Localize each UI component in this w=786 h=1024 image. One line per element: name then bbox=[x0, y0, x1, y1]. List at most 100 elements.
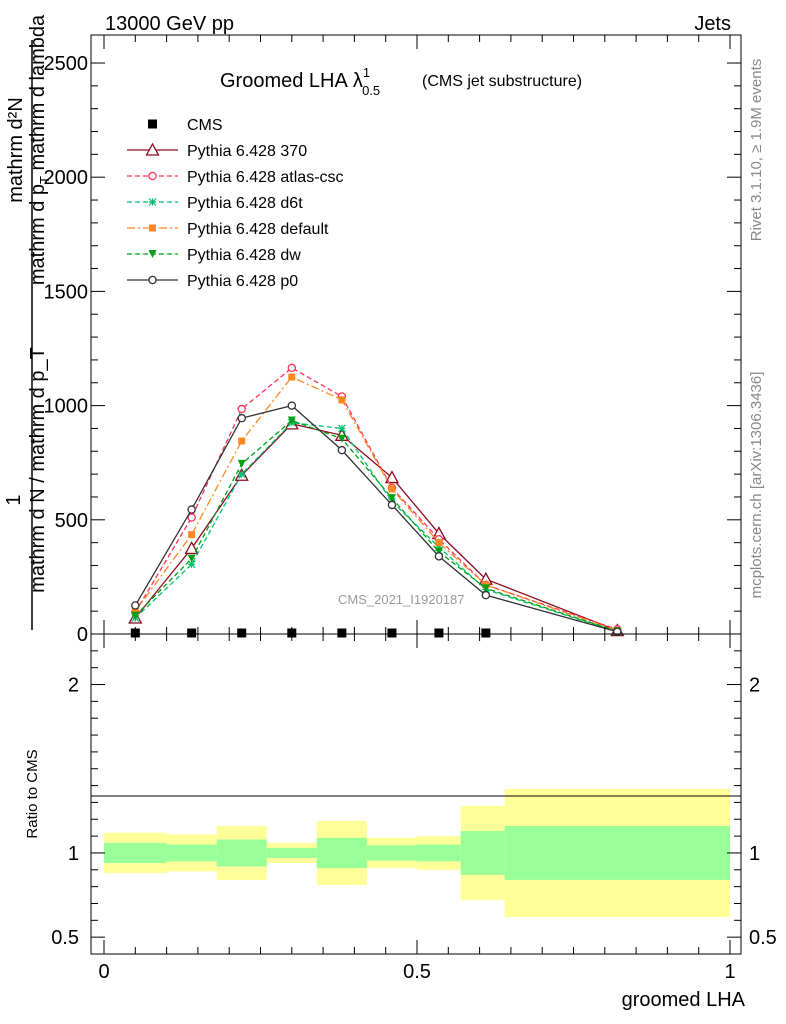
legend-marker-5 bbox=[148, 250, 157, 258]
series-4-point-1 bbox=[188, 531, 196, 539]
series-6-point-4 bbox=[337, 445, 347, 455]
series-4-point-6 bbox=[435, 539, 443, 547]
plot-title-text: Groomed LHA bbox=[220, 70, 348, 92]
y-label-numerator-sub: T bbox=[37, 176, 52, 184]
ratio-y-tick-label-left: 1 bbox=[68, 843, 79, 865]
process-label: Jets bbox=[694, 13, 731, 35]
y-tick-label: 0 bbox=[77, 624, 88, 646]
ratio-inner-band-2 bbox=[216, 839, 267, 867]
x-tick-label: 1 bbox=[724, 961, 735, 983]
y-tick-label: 2000 bbox=[44, 167, 89, 189]
series-6-point-0 bbox=[131, 601, 140, 610]
y-label-denominator: mathrm d N / mathrm d p_T bbox=[27, 347, 49, 593]
series-0-point-4 bbox=[337, 628, 347, 638]
x-tick-label: 0.5 bbox=[403, 961, 431, 983]
main-y-axis-label: 1 mathrm d²N mathrm d pT mathrm d lambda… bbox=[3, 14, 52, 630]
y-tick-label: 2500 bbox=[44, 53, 89, 75]
series-6-point-3 bbox=[287, 401, 297, 410]
series-6 bbox=[131, 401, 622, 636]
series-5-point-0 bbox=[131, 611, 140, 620]
energy-label: 13000 GeV pp bbox=[105, 13, 234, 35]
series-6-point-6 bbox=[434, 552, 444, 561]
series-4-point-3 bbox=[288, 373, 296, 381]
legend-label-6: Pythia 6.428 p0 bbox=[187, 273, 298, 290]
ratio-inner-band-0 bbox=[104, 842, 167, 864]
y-label-numerator-line1: mathrm d²N bbox=[5, 97, 27, 203]
ratio-inner-band-8 bbox=[504, 826, 730, 880]
series-line-2 bbox=[134, 367, 618, 631]
series-1-point-5 bbox=[384, 470, 400, 484]
legend-label-4: Pythia 6.428 default bbox=[187, 221, 329, 238]
y-label-numerator-dp: mathrm d p bbox=[27, 184, 49, 285]
ratio-y-tick-label-right: 1 bbox=[749, 843, 760, 865]
series-4-point-2 bbox=[238, 437, 246, 445]
series-6-point-1 bbox=[187, 505, 196, 514]
main-axis-ticks: 0 500 1000 1500 2000 2500 bbox=[44, 35, 741, 646]
y-tick-label: 1000 bbox=[44, 396, 89, 418]
ratio-y-tick-label-right: 2 bbox=[749, 675, 760, 697]
series-3-point-6 bbox=[434, 543, 443, 552]
series-3-point-4 bbox=[337, 424, 346, 433]
ratio-y-tick-label-right: 0.5 bbox=[749, 927, 777, 949]
ratio-axis-ticks: 0.5 0.5 1 1 2 2 0 0.5 1 bbox=[51, 634, 777, 983]
y-label-numerator-tail: mathrm d lambda bbox=[27, 14, 49, 176]
series-5-point-6 bbox=[434, 547, 443, 556]
mcplots-label: mcplots.cern.ch [arXiv:1306.3436] bbox=[748, 372, 765, 599]
ratio-plot-frame bbox=[90, 633, 742, 955]
series-0 bbox=[130, 628, 491, 638]
series-6-point-5 bbox=[387, 500, 397, 510]
y-tick-label: 1500 bbox=[44, 281, 89, 303]
ratio-inner-band-3 bbox=[266, 847, 317, 858]
legend-marker-6 bbox=[148, 275, 157, 285]
plot-subtitle: (CMS jet substructure) bbox=[422, 73, 582, 90]
x-axis-label: groomed LHA bbox=[622, 989, 746, 1011]
series-2-point-1 bbox=[187, 513, 196, 522]
series-2-point-2 bbox=[237, 404, 246, 414]
legend-marker-2 bbox=[148, 171, 157, 181]
analysis-watermark: CMS_2021_I1920187 bbox=[338, 592, 465, 607]
main-series bbox=[128, 363, 625, 638]
series-0-point-6 bbox=[434, 628, 444, 638]
series-2-point-3 bbox=[287, 363, 297, 373]
series-0-point-7 bbox=[481, 628, 491, 638]
series-5-point-1 bbox=[187, 554, 196, 563]
ratio-inner-band-4 bbox=[316, 837, 367, 869]
legend-marker-3 bbox=[148, 198, 157, 206]
series-5 bbox=[131, 416, 622, 636]
legend-label-0: CMS bbox=[187, 117, 223, 134]
series-5-point-4 bbox=[337, 434, 346, 443]
legend-label-2: Pythia 6.428 atlas-csc bbox=[187, 169, 344, 186]
plot-title-symbol: λ bbox=[353, 70, 363, 92]
x-tick-label: 0 bbox=[98, 961, 109, 983]
legend-label-1: Pythia 6.428 370 bbox=[187, 143, 307, 160]
series-5-point-2 bbox=[237, 459, 246, 468]
legend-label-5: Pythia 6.428 dw bbox=[187, 247, 301, 264]
series-5-point-3 bbox=[287, 416, 296, 425]
legend-marker-1 bbox=[145, 142, 160, 156]
legend: CMS Pythia 6.428 370 Pythia 6.428 atlas-cs… bbox=[127, 117, 344, 290]
series-1-point-1 bbox=[184, 540, 199, 554]
plot-title-sub: 0.5 bbox=[362, 83, 380, 98]
rivet-label: Rivet 3.1.10, ≥ 1.9M events bbox=[748, 59, 765, 242]
series-0-point-2 bbox=[237, 628, 247, 638]
series-4-point-4 bbox=[338, 396, 346, 404]
series-0-point-1 bbox=[187, 628, 197, 638]
y-tick-label: 500 bbox=[55, 510, 88, 532]
ratio-inner-band-1 bbox=[166, 844, 217, 862]
series-6-point-2 bbox=[237, 413, 246, 423]
series-3-point-2 bbox=[237, 470, 246, 479]
series-5-point-5 bbox=[387, 494, 396, 503]
ratio-inner-band-7 bbox=[460, 831, 505, 875]
ratio-bands bbox=[104, 788, 730, 917]
ratio-inner-band-6 bbox=[417, 844, 461, 862]
legend-marker-0 bbox=[148, 119, 157, 129]
series-5-point-7 bbox=[481, 584, 490, 593]
ratio-y-axis-label: Ratio to CMS bbox=[24, 749, 41, 838]
series-line-3 bbox=[134, 422, 618, 633]
series-0-point-5 bbox=[387, 628, 397, 638]
plot-title-sup: 1 bbox=[363, 65, 370, 80]
ratio-inner-band-5 bbox=[366, 845, 417, 861]
plot-title: Groomed LHA λ1 0.5 bbox=[220, 65, 380, 98]
y-label-one: 1 bbox=[3, 494, 25, 505]
